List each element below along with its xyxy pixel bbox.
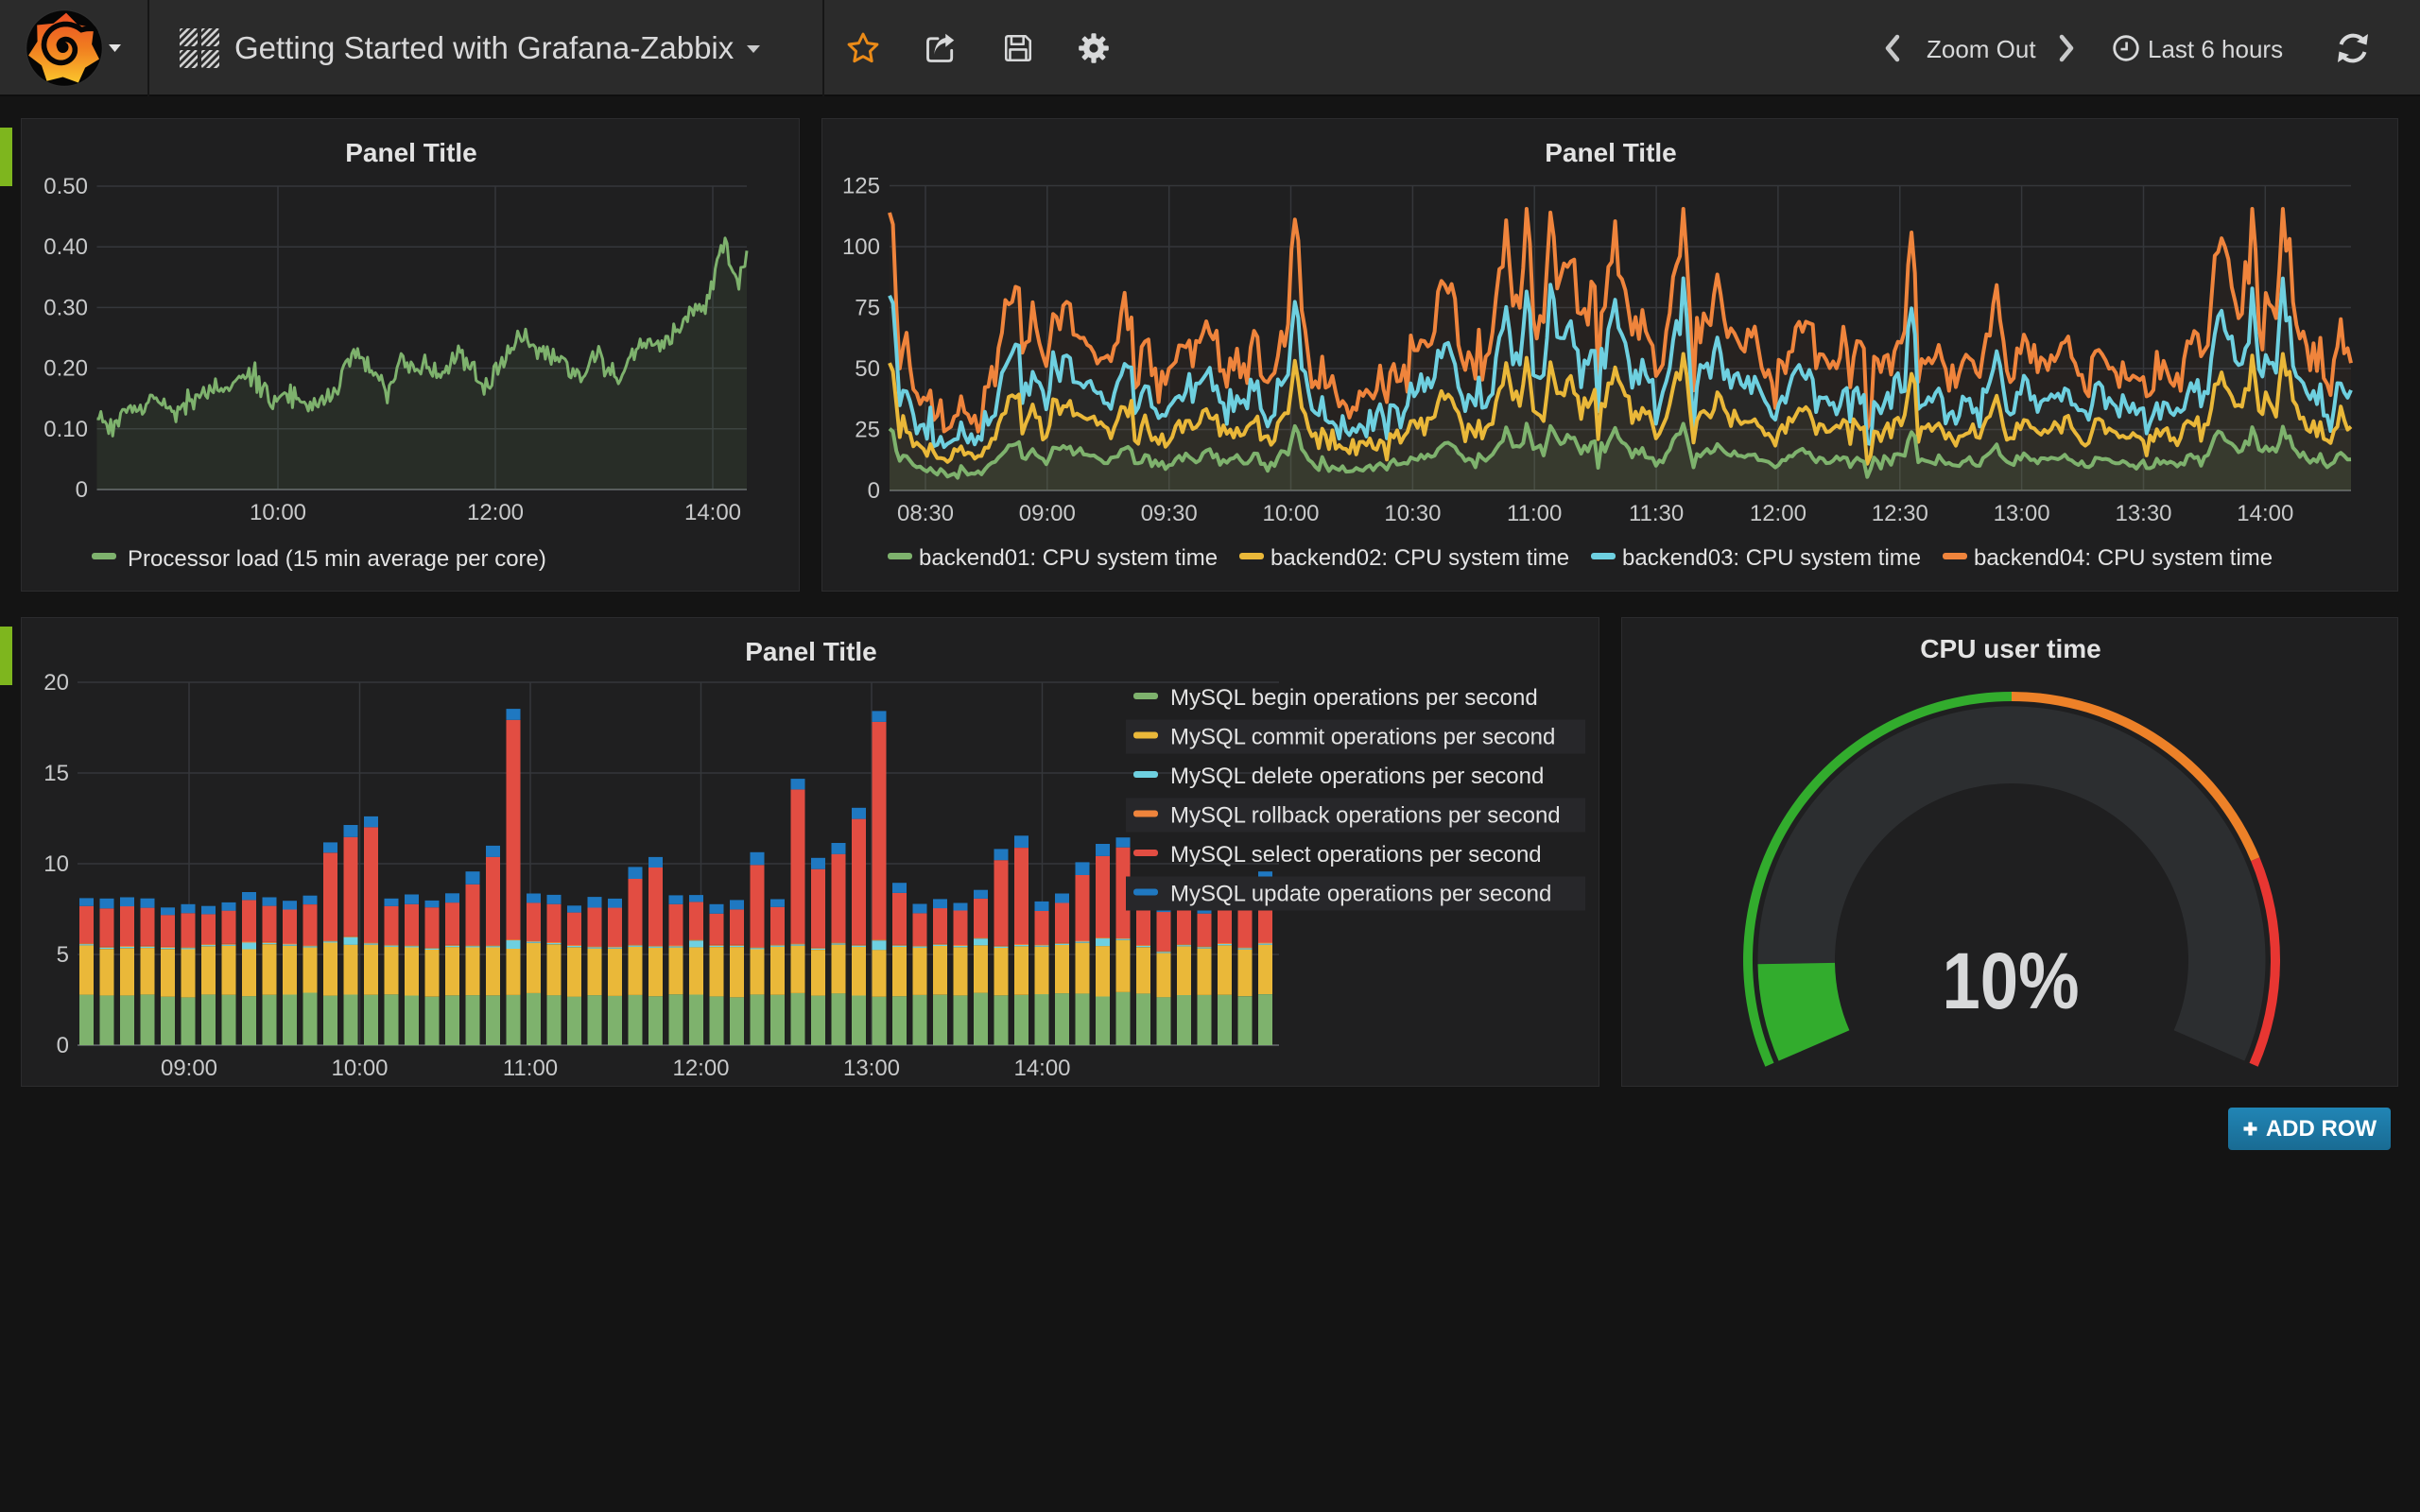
svg-text:14:00: 14:00 [684,500,741,525]
svg-text:125: 125 [842,174,880,199]
svg-text:0.10: 0.10 [43,417,88,442]
svg-text:75: 75 [855,296,880,321]
svg-text:10:00: 10:00 [250,500,306,525]
svg-text:10%: 10% [1943,936,2080,1025]
svg-text:10:00: 10:00 [331,1056,388,1081]
svg-text:25: 25 [855,418,880,443]
svg-text:Panel Title: Panel Title [745,637,877,666]
svg-text:0.20: 0.20 [43,356,88,382]
svg-text:Panel Title: Panel Title [1545,138,1677,167]
svg-text:12:00: 12:00 [1750,501,1806,526]
svg-text:12:30: 12:30 [1872,501,1928,526]
svg-text:12:00: 12:00 [672,1056,729,1081]
svg-text:0: 0 [76,477,88,503]
svg-text:CPU user time: CPU user time [1920,634,2100,663]
svg-text:08:30: 08:30 [897,501,954,526]
svg-text:100: 100 [842,234,880,260]
svg-text:backend04: CPU system time: backend04: CPU system time [1974,545,2273,571]
svg-text:14:00: 14:00 [1013,1056,1070,1081]
svg-text:MySQL commit operations per se: MySQL commit operations per second [1170,725,1555,750]
svg-text:10: 10 [43,851,69,877]
svg-text:MySQL update operations per se: MySQL update operations per second [1170,882,1551,907]
svg-text:MySQL select operations per se: MySQL select operations per second [1170,842,1542,868]
svg-text:backend02: CPU system time: backend02: CPU system time [1270,545,1569,571]
svg-text:5: 5 [57,942,69,968]
svg-text:10:30: 10:30 [1384,501,1441,526]
svg-text:20: 20 [43,670,69,696]
svg-text:13:30: 13:30 [2115,501,2171,526]
svg-text:09:00: 09:00 [161,1056,217,1081]
svg-text:50: 50 [855,356,880,382]
svg-text:Panel Title: Panel Title [345,138,477,167]
svg-text:0.30: 0.30 [43,295,88,320]
svg-text:10:00: 10:00 [1262,501,1319,526]
svg-text:14:00: 14:00 [2237,501,2293,526]
svg-text:0.50: 0.50 [43,174,88,199]
svg-text:15: 15 [43,761,69,786]
svg-text:09:00: 09:00 [1019,501,1076,526]
svg-text:backend01: CPU system time: backend01: CPU system time [919,545,1218,571]
svg-text:MySQL delete operations per se: MySQL delete operations per second [1170,764,1544,789]
svg-text:Processor load (15 min average: Processor load (15 min average per core) [128,546,546,572]
svg-text:0.40: 0.40 [43,234,88,260]
svg-text:MySQL rollback operations per: MySQL rollback operations per second [1170,803,1561,829]
svg-text:backend03: CPU system time: backend03: CPU system time [1622,545,1921,571]
svg-text:13:00: 13:00 [843,1056,900,1081]
svg-text:11:00: 11:00 [503,1056,558,1081]
svg-text:11:00: 11:00 [1507,501,1562,526]
svg-text:0: 0 [868,478,880,504]
svg-text:13:00: 13:00 [1994,501,2050,526]
svg-text:09:30: 09:30 [1141,501,1198,526]
svg-text:12:00: 12:00 [467,500,524,525]
svg-text:11:30: 11:30 [1629,501,1684,526]
svg-text:MySQL begin operations per sec: MySQL begin operations per second [1170,685,1538,711]
svg-text:0: 0 [57,1033,69,1058]
